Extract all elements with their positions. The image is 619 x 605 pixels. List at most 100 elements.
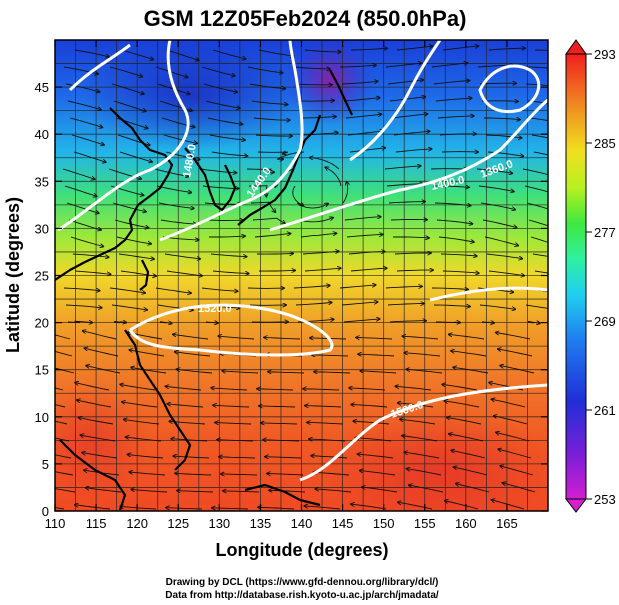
y-tick-label: 20 bbox=[35, 316, 49, 331]
streamline bbox=[63, 287, 100, 291]
coastline-china bbox=[55, 107, 174, 281]
streamline bbox=[433, 186, 469, 187]
colorbar-bottom-arrow bbox=[564, 498, 588, 513]
x-tick-label: 150 bbox=[373, 516, 395, 531]
streamline bbox=[395, 149, 432, 153]
streamline bbox=[343, 319, 380, 323]
streamline bbox=[396, 46, 432, 51]
coastline-sakhalin bbox=[329, 69, 353, 116]
streamline bbox=[528, 219, 548, 227]
coastline-japan bbox=[237, 114, 322, 226]
streamline bbox=[360, 471, 396, 476]
figure-title: GSM 12Z05Feb2024 (850.0hPa) bbox=[144, 6, 467, 31]
streamline bbox=[362, 487, 398, 493]
streamline bbox=[268, 372, 305, 373]
streamline bbox=[113, 321, 126, 323]
streamline bbox=[109, 287, 145, 293]
streamline bbox=[131, 489, 168, 493]
streamline bbox=[247, 66, 283, 73]
streamline bbox=[258, 49, 294, 56]
streamline bbox=[264, 337, 301, 339]
streamline bbox=[109, 66, 142, 77]
streamline bbox=[213, 405, 250, 407]
streamline bbox=[453, 367, 489, 374]
streamline bbox=[265, 457, 302, 458]
streamline bbox=[83, 331, 117, 340]
wind-streamlines bbox=[55, 46, 548, 510]
streamline bbox=[209, 134, 245, 140]
streamline bbox=[454, 467, 488, 476]
y-tick-label: 0 bbox=[42, 504, 49, 519]
streamline bbox=[66, 202, 99, 213]
streamline bbox=[86, 366, 121, 374]
contour-1560 bbox=[299, 383, 548, 482]
streamline bbox=[205, 322, 218, 323]
streamline bbox=[438, 236, 474, 242]
streamline bbox=[496, 432, 530, 442]
streamline bbox=[261, 423, 298, 424]
contour-label-1480: 1480.0 bbox=[181, 143, 199, 178]
streamline bbox=[159, 100, 192, 111]
streamline bbox=[488, 48, 525, 50]
x-tick-label: 135 bbox=[250, 516, 272, 531]
streamline bbox=[445, 501, 479, 510]
streamline bbox=[404, 452, 440, 459]
streamline bbox=[65, 304, 102, 308]
streamline bbox=[304, 49, 341, 52]
streamline bbox=[524, 185, 548, 193]
x-tick-label: 125 bbox=[167, 516, 189, 531]
streamline bbox=[129, 472, 166, 476]
x-tick-label: 120 bbox=[126, 516, 148, 531]
streamline bbox=[456, 484, 490, 493]
streamline bbox=[71, 134, 104, 145]
streamline bbox=[389, 97, 425, 102]
streamline bbox=[386, 184, 423, 187]
streamline bbox=[77, 400, 112, 408]
streamline bbox=[292, 185, 304, 205]
streamline bbox=[73, 151, 106, 162]
streamline bbox=[166, 49, 199, 60]
streamline bbox=[55, 420, 68, 425]
streamline bbox=[120, 384, 156, 391]
streamline bbox=[219, 457, 256, 458]
streamline bbox=[211, 388, 248, 391]
contour-1520-east bbox=[429, 286, 548, 302]
streamline bbox=[212, 508, 249, 509]
contour-labels: 1480.0 1440.0 1400.0 1360.0 1520.0 1560.… bbox=[181, 143, 515, 421]
streamline bbox=[409, 485, 444, 493]
streamline bbox=[400, 419, 436, 425]
streamline bbox=[55, 488, 76, 493]
streamline bbox=[55, 334, 71, 340]
streamline bbox=[347, 131, 383, 136]
x-tick-label: 165 bbox=[496, 516, 518, 531]
streamline bbox=[166, 386, 202, 391]
streamline bbox=[307, 422, 344, 424]
streamline bbox=[445, 401, 480, 408]
streamline bbox=[254, 234, 291, 238]
streamline bbox=[310, 158, 340, 170]
contour-label-1520: 1520.0 bbox=[198, 303, 232, 315]
streamline bbox=[55, 367, 75, 374]
streamline bbox=[75, 505, 111, 510]
streamline bbox=[314, 372, 351, 373]
streamline bbox=[492, 500, 525, 510]
streamline bbox=[173, 456, 210, 458]
streamline bbox=[155, 287, 191, 293]
streamline bbox=[111, 304, 147, 310]
streamline bbox=[255, 135, 292, 136]
streamline bbox=[345, 114, 381, 119]
streamline bbox=[434, 202, 471, 206]
y-tick-label: 35 bbox=[35, 174, 49, 189]
streamline bbox=[113, 100, 146, 111]
streamline bbox=[79, 418, 114, 425]
streamline bbox=[451, 450, 486, 459]
streamline bbox=[407, 369, 443, 374]
streamline bbox=[217, 440, 254, 441]
streamline bbox=[339, 65, 376, 67]
streamline bbox=[442, 46, 478, 51]
x-tick-label: 155 bbox=[414, 516, 436, 531]
contour-1360 bbox=[349, 40, 442, 162]
streamline bbox=[267, 474, 304, 476]
streamline bbox=[482, 219, 517, 228]
streamline bbox=[55, 387, 64, 391]
